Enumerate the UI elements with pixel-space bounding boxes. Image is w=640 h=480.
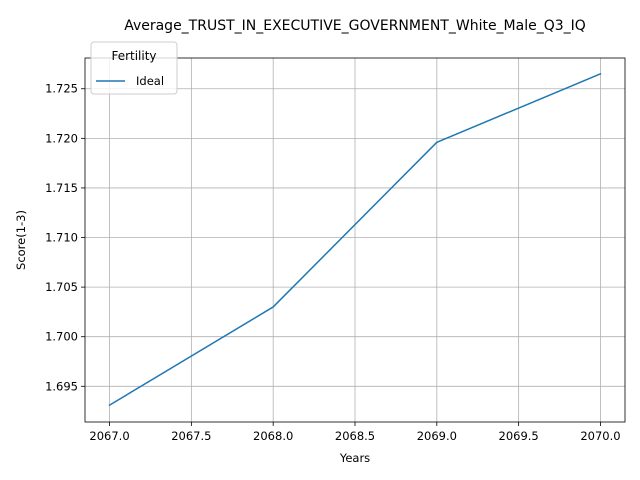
y-axis-label: Score(1-3) [14, 210, 28, 270]
legend: Fertility Ideal [90, 41, 178, 95]
x-tick-label: 2069.5 [499, 429, 539, 443]
y-tick-label: 1.710 [45, 231, 78, 245]
x-tick-label: 2068.5 [335, 429, 375, 443]
y-tick-label: 1.720 [45, 131, 78, 145]
grid-lines [85, 58, 625, 422]
x-axis-label: Years [339, 451, 370, 465]
plot-frame [84, 57, 626, 423]
x-tick-label: 2070.0 [580, 429, 620, 443]
x-tick-label: 2068.0 [253, 429, 293, 443]
legend-title: Fertility [111, 49, 156, 63]
y-tick-label: 1.695 [45, 379, 78, 393]
series-lines [108, 72, 602, 407]
axis-ticks: 2067.0 2067.5 2068.0 2068.5 2069.0 2069.5 2070… [45, 82, 621, 443]
x-tick-label: 2067.0 [89, 429, 129, 443]
y-tick-label: 1.725 [45, 82, 78, 96]
y-tick-label: 1.715 [45, 181, 78, 195]
x-tick-label: 2067.5 [171, 429, 211, 443]
chart-title: Average_TRUST_IN_EXECUTIVE_GOVERNMENT_Wh… [124, 18, 586, 34]
legend-entry-ideal: Ideal [136, 74, 164, 88]
y-tick-label: 1.705 [45, 280, 78, 294]
x-tick-label: 2069.0 [417, 429, 457, 443]
series-line-ideal [108, 72, 602, 407]
y-tick-label: 1.700 [45, 330, 78, 344]
